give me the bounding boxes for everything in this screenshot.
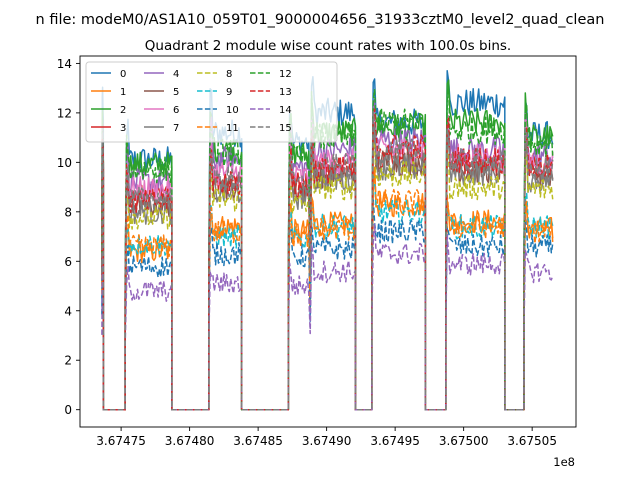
series-line-12 xyxy=(101,84,554,411)
x-tick-label: 3.67490 xyxy=(302,434,352,448)
legend-label-1: 1 xyxy=(120,87,126,98)
axes: 3.67475 3.67480 3.67485 3.67490 3.67495 3.675… xyxy=(57,55,577,448)
legend-label-9: 9 xyxy=(226,87,232,98)
legend-label-4: 4 xyxy=(173,69,179,80)
legend-label-0: 0 xyxy=(120,69,126,80)
legend-label-10: 10 xyxy=(226,105,239,116)
legend-label-11: 11 xyxy=(226,123,239,134)
x-tick-label: 3.67485 xyxy=(233,434,283,448)
y-tick-label: 8 xyxy=(64,205,72,219)
x-tick-label: 3.67500 xyxy=(439,434,489,448)
y-tick-label: 10 xyxy=(57,156,72,170)
series-line-10 xyxy=(101,197,554,411)
series-line-1 xyxy=(101,133,554,411)
y-tick-label: 14 xyxy=(57,57,72,71)
legend-label-3: 3 xyxy=(120,123,126,134)
x-axis-offset-label: 1e8 xyxy=(553,455,575,469)
plot-area xyxy=(101,70,554,411)
legend-label-7: 7 xyxy=(173,123,179,134)
axes-frame xyxy=(79,55,577,428)
series-line-13 xyxy=(101,108,554,411)
series-line-2 xyxy=(101,79,554,411)
series-line-14 xyxy=(101,223,554,411)
legend-label-6: 6 xyxy=(173,105,179,116)
legend-label-5: 5 xyxy=(173,87,179,98)
series-line-11 xyxy=(101,163,554,411)
y-tick-label: 4 xyxy=(64,304,72,318)
y-tick-label: 2 xyxy=(64,354,72,368)
legend-label-2: 2 xyxy=(120,105,126,116)
legend-label-15: 15 xyxy=(279,123,292,134)
y-tick-label: 6 xyxy=(64,255,72,269)
chart-title: Quadrant 2 module wise count rates with … xyxy=(145,38,511,54)
figure-suptitle: n file: modeM0/AS1A10_059T01_9000004656_… xyxy=(36,12,605,28)
y-tick-label: 0 xyxy=(64,403,72,417)
legend-label-8: 8 xyxy=(226,69,232,80)
legend-label-14: 14 xyxy=(279,105,292,116)
y-tick-label: 12 xyxy=(57,106,72,120)
x-tick-label: 3.67475 xyxy=(96,434,146,448)
series-line-15 xyxy=(101,111,554,411)
x-tick-label: 3.67495 xyxy=(370,434,420,448)
legend-label-12: 12 xyxy=(279,69,292,80)
x-tick-label: 3.67505 xyxy=(507,434,557,448)
series-line-8 xyxy=(101,140,554,411)
x-tick-label: 3.67480 xyxy=(165,434,215,448)
legend-box xyxy=(85,61,338,143)
legend-label-13: 13 xyxy=(279,87,292,98)
